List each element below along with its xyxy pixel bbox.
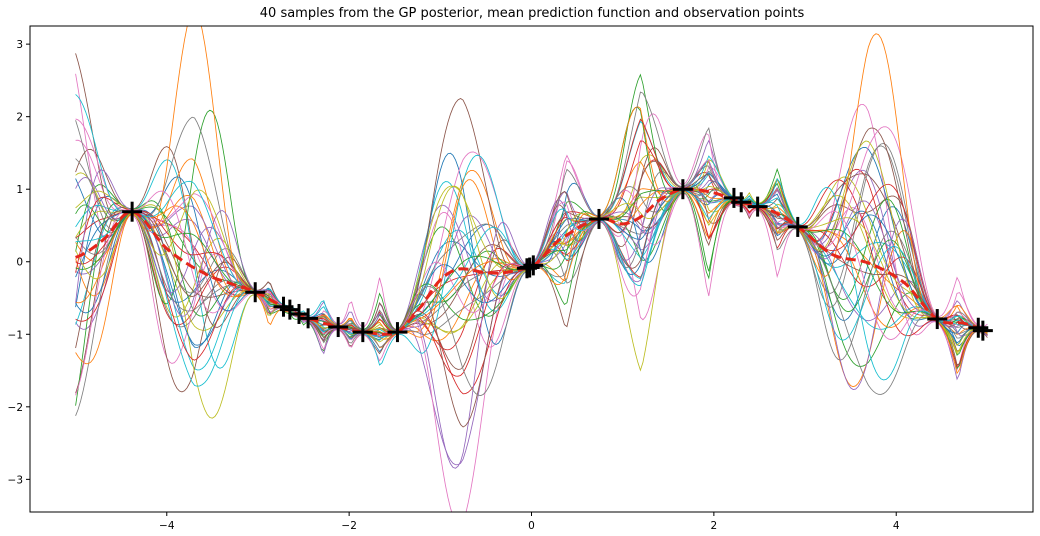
sample-line: [75, 26, 988, 375]
x-tick-label: −4: [159, 520, 175, 532]
y-tick-label: 1: [16, 184, 23, 196]
observation-point: [731, 192, 752, 213]
mean-line-group: [75, 187, 988, 336]
sample-line: [75, 154, 988, 334]
mean-line: [75, 187, 988, 336]
observation-point: [245, 282, 266, 303]
sample-line: [75, 178, 988, 381]
observation-point: [288, 303, 309, 324]
sample-line: [75, 139, 988, 466]
observation-point: [279, 299, 300, 320]
observation-point: [352, 322, 373, 343]
observation-point: [519, 257, 540, 278]
x-tick-label: 2: [711, 520, 718, 532]
sample-line: [75, 107, 988, 356]
y-tick-label: 3: [16, 39, 23, 51]
observation-point: [747, 196, 768, 217]
y-tick-label: 2: [16, 112, 23, 124]
sample-line: [75, 91, 988, 396]
y-tick-label: −3: [8, 474, 23, 486]
chart-title: 40 samples from the GP posterior, mean p…: [260, 6, 805, 21]
observation-point: [588, 208, 609, 229]
observation-points: [122, 179, 993, 343]
observation-point: [927, 309, 948, 330]
observation-point: [787, 216, 808, 237]
observation-point: [122, 201, 143, 222]
x-tick-label: 0: [528, 520, 535, 532]
y-axis: −3 −2 −1 0 1 2 3: [8, 39, 30, 486]
y-tick-label: −2: [8, 402, 23, 414]
sample-line: [75, 174, 988, 428]
x-tick-label: 4: [893, 520, 900, 532]
sample-line: [75, 169, 988, 469]
sample-line: [75, 146, 988, 394]
x-tick-label: −2: [341, 520, 356, 532]
y-tick-label: 0: [16, 257, 23, 269]
observation-point: [523, 255, 544, 276]
observation-point: [328, 317, 349, 338]
sample-line: [75, 120, 988, 339]
observation-point: [972, 320, 993, 341]
observation-point: [672, 179, 693, 200]
y-tick-label: −1: [8, 329, 23, 341]
x-axis: −4 −2 0 2 4: [159, 512, 900, 532]
observation-point: [298, 308, 319, 329]
observation-point: [968, 317, 989, 338]
observation-point: [387, 322, 408, 343]
